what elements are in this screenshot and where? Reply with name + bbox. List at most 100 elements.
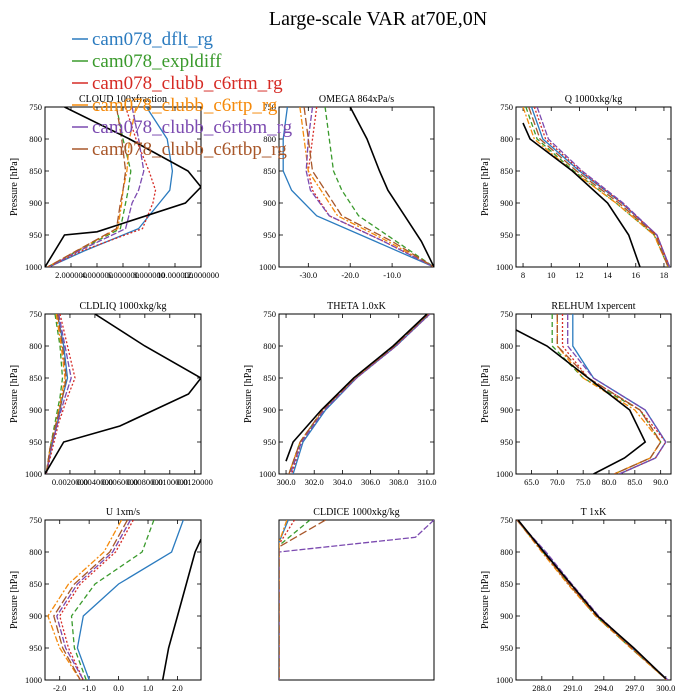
x-tick-label: -20.0	[341, 270, 359, 280]
y-tick-label: 950	[263, 437, 276, 447]
series-group	[47, 520, 201, 680]
y-tick-label: 950	[29, 230, 42, 240]
series-line-observed	[516, 329, 647, 474]
series-line-5	[45, 314, 72, 474]
legend: cam078_dflt_rgcam078_expldiffcam078_club…	[72, 29, 293, 160]
y-tick-label: 800	[29, 134, 42, 144]
series-line-4	[522, 107, 669, 267]
y-tick-label: 750	[500, 309, 513, 319]
y-axis-label: Pressure [hPa]	[480, 571, 491, 629]
y-tick-label: 900	[500, 611, 513, 621]
x-tick-label: 1.0	[143, 683, 154, 693]
series-line-5	[279, 520, 434, 680]
x-tick-label: 16	[632, 270, 641, 280]
x-tick-label: 2.0	[172, 683, 183, 693]
panel-2: OMEGA 864xPa/s 750 800 850 900 950 1000 -30.0 -2…	[259, 94, 435, 280]
series-line-2	[551, 314, 662, 474]
x-tick-label: 308.0	[389, 477, 408, 487]
series-line-1	[76, 520, 184, 680]
panel-9: T 1xK Pressure [hPa] 750 800 850 900 950 1000 28…	[480, 507, 675, 693]
series-line-5	[516, 520, 669, 680]
y-tick-label: 1000	[25, 675, 42, 685]
y-tick-label: 850	[29, 166, 42, 176]
series-line-2	[288, 314, 429, 474]
x-tick-label: 12.000000	[183, 270, 219, 280]
plot-frame	[278, 313, 435, 475]
series-line-5	[56, 520, 131, 680]
plot-frame	[515, 519, 672, 681]
y-axis-label: Pressure [hPa]	[480, 365, 491, 423]
y-tick-label: 750	[263, 309, 276, 319]
series-line-4	[47, 520, 123, 680]
x-tick-label: 294.0	[594, 683, 613, 693]
x-tick-label: 10.000000	[157, 270, 193, 280]
series-line-3	[279, 520, 296, 680]
legend-item: cam078_dflt_rg	[92, 29, 214, 50]
panels: CLOUD 100xfraction Pressure [hPa] 750 800 85…	[9, 94, 675, 693]
series-line-2	[525, 107, 669, 267]
series-line-5	[289, 314, 431, 474]
y-tick-label: 950	[263, 230, 276, 240]
series-line-3	[291, 314, 431, 474]
series-line-2	[47, 107, 132, 267]
series-line-4	[299, 107, 434, 267]
y-tick-label: 750	[500, 515, 513, 525]
panel-5: THETA 1.0xK Pressure [hPa] 750 800 850 900 950…	[243, 301, 437, 487]
plot-frame	[44, 519, 202, 681]
x-tick-label: 0.0120000	[177, 477, 213, 487]
plot-frame	[515, 106, 672, 268]
y-tick-label: 900	[500, 405, 513, 415]
y-tick-label: 850	[500, 166, 513, 176]
y-axis-label: Pressure [hPa]	[9, 158, 20, 216]
series-line-4	[288, 314, 429, 474]
y-tick-label: 950	[29, 643, 42, 653]
y-tick-label: 900	[29, 611, 42, 621]
x-tick-label: 288.0	[532, 683, 551, 693]
x-tick-label: 6.000000	[107, 270, 139, 280]
series-line-observed	[45, 107, 201, 267]
x-tick-label: 297.0	[625, 683, 644, 693]
series-line-1	[282, 107, 434, 267]
y-tick-label: 900	[29, 198, 42, 208]
series-line-6	[279, 520, 326, 680]
series-line-3	[307, 107, 434, 267]
x-tick-label: 75.0	[576, 477, 591, 487]
x-tick-label: 310.0	[417, 477, 436, 487]
y-tick-label: 950	[500, 643, 513, 653]
y-tick-label: 850	[263, 373, 276, 383]
x-tick-label: 0.0040000	[77, 477, 113, 487]
y-axis-label: Pressure [hPa]	[480, 158, 491, 216]
series-line-2	[324, 107, 434, 267]
y-tick-label: 850	[500, 373, 513, 383]
series-group	[285, 314, 431, 474]
series-line-1	[292, 314, 431, 474]
legend-item: cam078_clubb_c6rtm_rg	[92, 73, 283, 94]
y-tick-label: 750	[29, 515, 42, 525]
y-tick-label: 750	[500, 102, 513, 112]
figure-title: Large-scale VAR at70E,0N	[269, 8, 487, 30]
x-tick-label: 70.0	[550, 477, 565, 487]
series-line-6	[528, 107, 669, 267]
series-line-6	[53, 520, 128, 680]
series-line-observed	[517, 520, 667, 680]
x-tick-label: -10.0	[383, 270, 401, 280]
panel-title: T 1xK	[581, 507, 607, 518]
series-group	[45, 107, 201, 267]
legend-item: cam078_expldiff	[92, 51, 222, 72]
y-tick-label: 850	[263, 166, 276, 176]
y-tick-label: 750	[29, 309, 42, 319]
series-line-2	[70, 520, 155, 680]
y-tick-label: 1000	[496, 675, 513, 685]
y-tick-label: 1000	[259, 469, 276, 479]
y-tick-label: 850	[500, 579, 513, 589]
y-tick-label: 800	[500, 547, 513, 557]
legend-item: cam078_clubb_c6rtbp_rg	[92, 139, 287, 160]
y-tick-label: 800	[263, 341, 276, 351]
series-line-observed	[285, 314, 428, 462]
panel-6: RELHUM 1xpercent Pressure [hPa] 750 800 850 9…	[480, 301, 672, 487]
x-tick-label: 10	[547, 270, 556, 280]
series-line-5	[536, 107, 671, 267]
y-axis-label: Pressure [hPa]	[243, 365, 254, 423]
series-line-1	[279, 520, 289, 680]
